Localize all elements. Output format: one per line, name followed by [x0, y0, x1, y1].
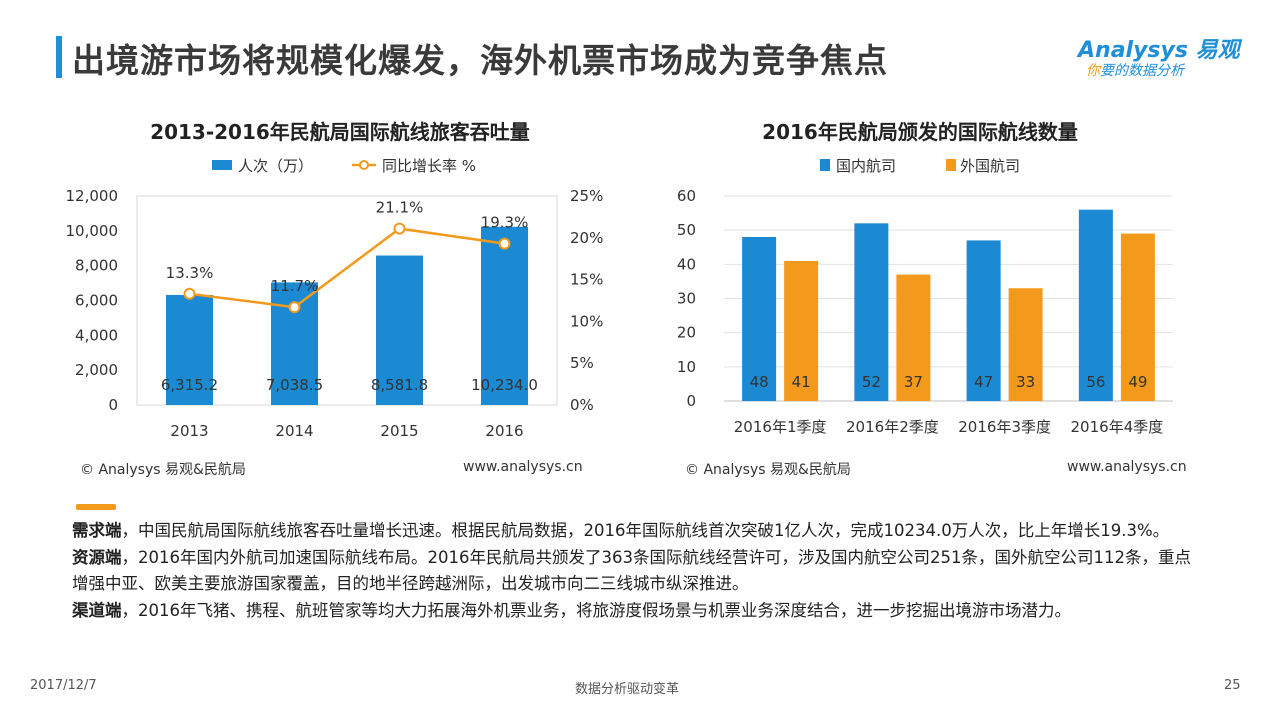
demand-paragraph: 需求端，中国民航局国际航线旅客吞吐量增长迅速。根据民航局数据，2016年国际航线…	[72, 518, 1207, 545]
foreign-airline-bar	[1120, 233, 1155, 401]
section-accent-line	[76, 504, 116, 510]
y-tick-label: 6,000	[75, 292, 118, 310]
throughput-bar	[166, 295, 213, 405]
logo-tagline-rest: 要的数据分析	[1100, 63, 1184, 79]
bar-value-label: 37	[904, 373, 923, 391]
y-tick-label: 8,000	[75, 257, 118, 275]
y-tick-label: 40	[677, 255, 696, 273]
channel-paragraph: 渠道端，2016年飞猪、携程、航班管家等均大力拓展海外机票业务，将旅游度假场景与…	[72, 598, 1207, 625]
y2-tick-label: 20%	[570, 229, 603, 247]
bar-value-label: 48	[750, 373, 769, 391]
x-tick-label: 2014	[275, 422, 313, 440]
chart1-source: © Analysys 易观&民航局	[80, 462, 246, 478]
y2-tick-label: 25%	[570, 187, 603, 205]
page-title: 出境游市场将规模化爆发，海外机票市场成为竞争焦点	[72, 41, 888, 80]
bar-value-label: 8,581.8	[371, 376, 428, 394]
analysis-text: 需求端，中国民航局国际航线旅客吞吐量增长迅速。根据民航局数据，2016年国际航线…	[72, 518, 1207, 624]
bar-value-label: 52	[862, 373, 881, 391]
passenger-throughput-chart: 0 2,000 4,000 6,000 8,000 10,000 12,000 0% 5% 10%…	[66, 157, 604, 440]
footer-date: 2017/12/7	[30, 678, 97, 693]
foreign-airline-bar	[1008, 288, 1043, 401]
throughput-bar	[481, 226, 528, 405]
y-tick-label: 10,000	[66, 222, 119, 240]
domestic-airline-bar	[966, 240, 1001, 401]
bar-value-label: 47	[974, 373, 993, 391]
y2-tick-label: 10%	[570, 312, 603, 330]
x-tick-label: 2016年2季度	[846, 418, 939, 436]
legend-swatch-throughput	[212, 160, 232, 170]
logo-tagline: 你要的数据分析	[1086, 60, 1184, 80]
growth-rate-point	[393, 222, 406, 235]
logo-main-text: Analysys 易观	[1078, 38, 1240, 63]
y-tick-label: 12,000	[66, 187, 119, 205]
x-tick-label: 2015	[380, 422, 418, 440]
paragraph-text: ，中国民航局国际航线旅客吞吐量增长迅速。根据民航局数据，2016年国际航线首次突…	[121, 521, 1170, 540]
chart2-title: 2016年民航局颁发的国际航线数量	[762, 120, 1078, 144]
legend-swatch-domestic	[820, 159, 830, 171]
y-tick-label: 0	[686, 392, 696, 410]
legend-marker-growth	[359, 160, 369, 170]
bar-value-label: 41	[792, 373, 811, 391]
growth-rate-point	[498, 237, 511, 250]
legend-swatch-foreign	[946, 159, 956, 171]
chart2-site: www.analysys.cn	[1067, 459, 1187, 475]
paragraph-label: 需求端	[72, 521, 122, 540]
growth-rate-label: 13.3%	[166, 264, 214, 282]
analysys-logo: Analysys 易观 你要的数据分析	[1078, 32, 1240, 82]
domestic-airline-bar	[1078, 209, 1113, 401]
paragraph-label: 资源端	[72, 547, 122, 567]
international-routes-chart: 0 10 20 30 40 50 60 48 41 2016年1季度 52 37 2016年2季度 47 3…	[677, 157, 1173, 436]
paragraph-text: ，2016年飞猪、携程、航班管家等均大力拓展海外机票业务，将旅游度假场景与机票业…	[121, 600, 1072, 620]
growth-rate-point	[288, 301, 301, 314]
foreign-airline-bar	[784, 260, 819, 401]
y-tick-label: 4,000	[75, 326, 118, 344]
foreign-airline-bar	[896, 274, 931, 401]
y-tick-label: 0	[108, 396, 118, 414]
x-tick-label: 2016	[485, 422, 523, 440]
title-accent-bar	[56, 36, 62, 78]
bar-value-label: 56	[1086, 373, 1105, 391]
growth-rate-point	[183, 287, 196, 300]
x-tick-label: 2016年4季度	[1071, 418, 1164, 436]
legend-label-foreign: 外国航司	[960, 157, 1020, 175]
chart2-source: © Analysys 易观&民航局	[685, 462, 851, 478]
chart1-title: 2013-2016年民航局国际航线旅客吞吐量	[150, 120, 530, 144]
plot-frame	[136, 195, 558, 406]
growth-rate-label: 21.1%	[376, 199, 424, 217]
growth-rate-label: 11.7%	[271, 277, 319, 295]
chart1-site: www.analysys.cn	[463, 459, 583, 475]
y-tick-label: 2,000	[75, 361, 118, 379]
y2-tick-label: 15%	[570, 271, 603, 289]
growth-rate-label: 19.3%	[481, 214, 529, 232]
paragraph-label: 渠道端	[72, 600, 122, 620]
footer-slogan: 数据分析驱动变革	[575, 682, 680, 697]
page-number: 25	[1224, 678, 1241, 693]
resource-paragraph: 资源端，2016年国内外航司加速国际航线布局。2016年民航局共颁发了363条国…	[72, 545, 1207, 598]
logo-tagline-first: 你	[1086, 63, 1100, 79]
x-tick-label: 2013	[170, 422, 208, 440]
legend-label-domestic: 国内航司	[836, 157, 896, 175]
y-tick-label: 10	[677, 358, 696, 376]
x-tick-label: 2016年3季度	[958, 418, 1051, 436]
bar-value-label: 33	[1016, 373, 1035, 391]
bar-value-label: 10,234.0	[471, 376, 538, 394]
y-tick-label: 50	[677, 221, 696, 239]
y-tick-label: 60	[677, 187, 696, 205]
bar-value-label: 6,315.2	[161, 376, 218, 394]
domestic-airline-bar	[854, 223, 889, 401]
x-tick-label: 2016年1季度	[734, 418, 827, 436]
paragraph-text: ，2016年国内外航司加速国际航线布局。2016年民航局共颁发了363条国际航线…	[72, 547, 1191, 594]
y-tick-label: 20	[677, 324, 696, 342]
domestic-airline-bar	[742, 237, 777, 401]
bar-value-label: 7,038.5	[266, 376, 323, 394]
y2-tick-label: 0%	[570, 396, 594, 414]
y2-tick-label: 5%	[570, 354, 594, 372]
legend-label-growth: 同比增长率 %	[382, 157, 476, 175]
legend-label-throughput: 人次（万）	[238, 157, 313, 175]
growth-rate-line	[189, 227, 505, 309]
bar-value-label: 49	[1128, 373, 1147, 391]
y-tick-label: 30	[677, 290, 696, 308]
throughput-bar	[376, 255, 423, 405]
